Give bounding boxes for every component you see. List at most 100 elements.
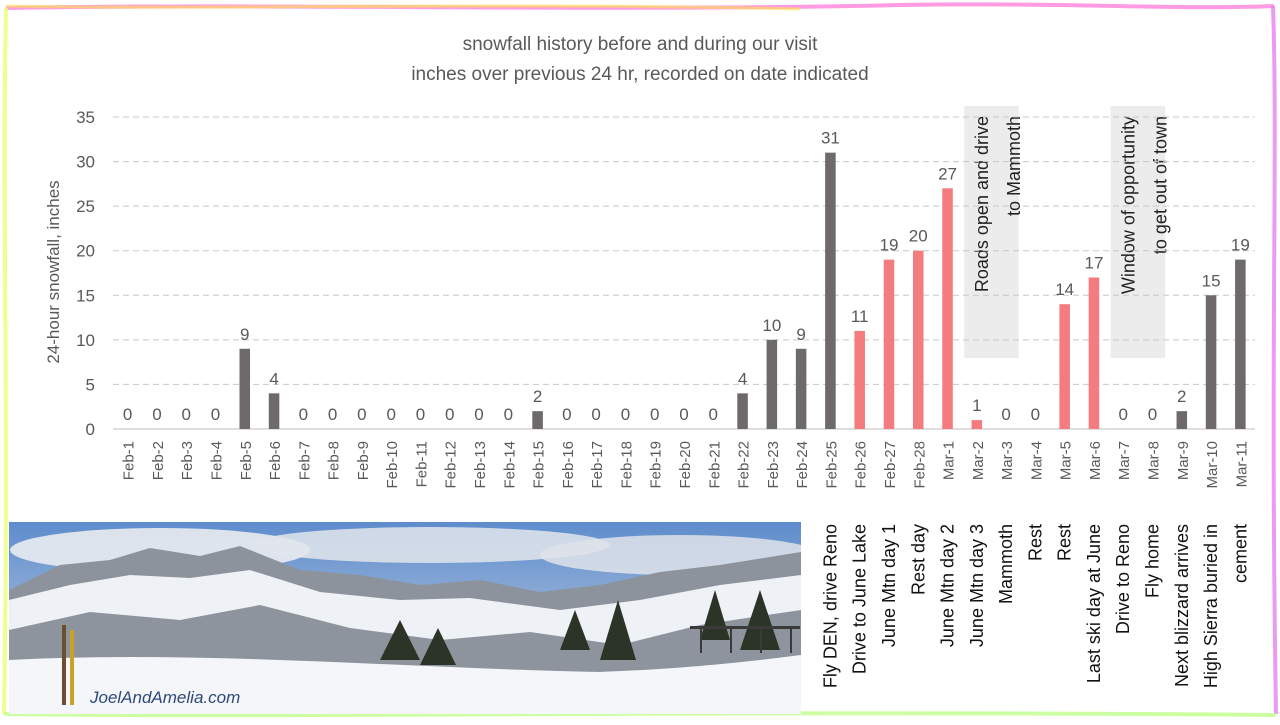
data-label: 0: [123, 405, 132, 424]
annotation-box: [964, 106, 1019, 358]
x-tick-label: Feb-25: [823, 441, 840, 489]
data-label: 0: [1001, 405, 1010, 424]
x-tick-label: Feb-2: [150, 441, 167, 480]
itinerary-labels: Fly DEN, drive Reno Drive to June Lake Jun…: [820, 524, 1250, 688]
data-label: 9: [796, 325, 805, 344]
x-tick-label: Feb-10: [384, 441, 401, 489]
data-label: 0: [562, 405, 571, 424]
data-label: 0: [650, 405, 659, 424]
x-tick-label: Feb-5: [238, 441, 255, 480]
data-label: 0: [1148, 405, 1157, 424]
x-tick-label: Mar-5: [1058, 441, 1075, 480]
bar: [766, 339, 778, 429]
data-label: 0: [1031, 405, 1040, 424]
x-tick-label: Feb-24: [794, 441, 811, 489]
y-tick-label: 20: [76, 242, 95, 261]
bar-series: [239, 152, 1246, 429]
data-label: 14: [1055, 280, 1074, 299]
x-tick-label: Feb-7: [296, 441, 313, 480]
y-tick-label: 35: [76, 108, 95, 127]
data-label: 27: [938, 164, 957, 183]
x-tick-label: Feb-12: [443, 441, 460, 489]
data-label: 0: [591, 405, 600, 424]
y-tick-label: 0: [86, 420, 95, 439]
bar: [1205, 295, 1217, 429]
bar: [239, 348, 251, 429]
itinerary-label: Next blizzard arrives: [1172, 524, 1192, 687]
data-label: 2: [1177, 387, 1186, 406]
annotation-text: Window of opportunity: [1119, 116, 1139, 294]
x-tick-label: Feb-18: [618, 441, 635, 489]
x-tick-label: Mar-11: [1233, 441, 1250, 487]
itinerary-label: Rest: [1055, 524, 1075, 561]
bar: [912, 250, 924, 429]
itinerary-label: Drive to June Lake: [850, 524, 870, 674]
annotation-text: Roads open and drive: [972, 116, 992, 292]
x-tick-label: Feb-11: [413, 441, 430, 487]
y-tick-label: 10: [76, 331, 95, 350]
x-tick-label: Feb-28: [911, 441, 928, 489]
data-label: 0: [1118, 405, 1127, 424]
annotation-layer: Roads open and drive to Mammoth Window of …: [964, 106, 1171, 358]
x-tick-label: Feb-14: [501, 441, 518, 489]
y-tick-labels: 0 5 10 15 20 25 30 35: [76, 108, 95, 439]
x-tick-label: Mar-10: [1204, 441, 1221, 489]
bar: [1235, 259, 1246, 429]
itinerary-label: June Mtn day 2: [938, 524, 958, 647]
x-tick-label: Feb-9: [355, 441, 372, 480]
chart-subtitle: inches over previous 24 hr, recorded on …: [411, 64, 868, 85]
x-tick-label: Mar-8: [1146, 441, 1163, 480]
x-tick-label: Mar-7: [1116, 441, 1133, 480]
bar: [1088, 277, 1100, 429]
data-label: 11: [851, 307, 869, 326]
bar: [825, 152, 836, 429]
itinerary-label: High Sierra buried in: [1201, 524, 1221, 688]
x-tick-label: Mar-6: [1087, 441, 1104, 480]
x-tick-label: Feb-13: [472, 441, 489, 489]
x-tick-label: Feb-15: [531, 441, 548, 489]
data-label: 31: [821, 129, 840, 148]
panorama-photo: JoelAndAmelia.com: [9, 522, 801, 714]
y-tick-label: 15: [76, 286, 95, 305]
data-label: 0: [474, 405, 483, 424]
bar: [1059, 304, 1070, 429]
data-label: 0: [386, 405, 395, 424]
photo-watermark: JoelAndAmelia.com: [89, 688, 240, 707]
data-label: 0: [181, 405, 190, 424]
x-tick-label: Feb-26: [853, 441, 870, 489]
data-label: 0: [328, 405, 337, 424]
chart-title: snowfall history before and during our v…: [463, 34, 819, 55]
x-tick-label: Mar-9: [1175, 441, 1192, 480]
itinerary-label: Drive to Reno: [1113, 524, 1133, 634]
data-label: 0: [621, 405, 630, 424]
x-tick-label: Feb-27: [882, 441, 899, 489]
y-tick-label: 5: [86, 375, 95, 394]
data-label: 0: [416, 405, 425, 424]
y-tick-label: 30: [76, 153, 95, 172]
data-label: 9: [240, 325, 249, 344]
x-tick-label: Feb-4: [208, 441, 225, 480]
y-tick-label: 25: [76, 197, 95, 216]
x-tick-label: Feb-22: [736, 441, 753, 489]
data-label: 0: [679, 405, 688, 424]
data-label: 0: [152, 405, 161, 424]
x-tick-label: Feb-21: [706, 441, 723, 489]
data-label: 0: [211, 405, 220, 424]
x-tick-labels: Feb-1 Feb-2 Feb-3 Feb-4 Feb-5 Feb-6 Feb-7 Feb-8…: [121, 441, 1251, 489]
data-label: 19: [1231, 236, 1250, 255]
x-tick-label: Feb-17: [589, 441, 606, 489]
bar: [795, 348, 807, 429]
x-tick-label: Mar-3: [999, 441, 1016, 480]
data-label: 2: [533, 387, 542, 406]
itinerary-label: Fly home: [1143, 524, 1163, 598]
itinerary-label: Last ski day at June: [1084, 524, 1104, 683]
itinerary-label: June Mtn day 1: [879, 524, 899, 647]
data-label: 4: [738, 369, 747, 388]
x-tick-label: Feb-1: [121, 441, 138, 480]
itinerary-label: cement: [1230, 524, 1250, 583]
itinerary-label: Rest: [1025, 524, 1045, 561]
x-tick-label: Feb-19: [648, 441, 665, 489]
